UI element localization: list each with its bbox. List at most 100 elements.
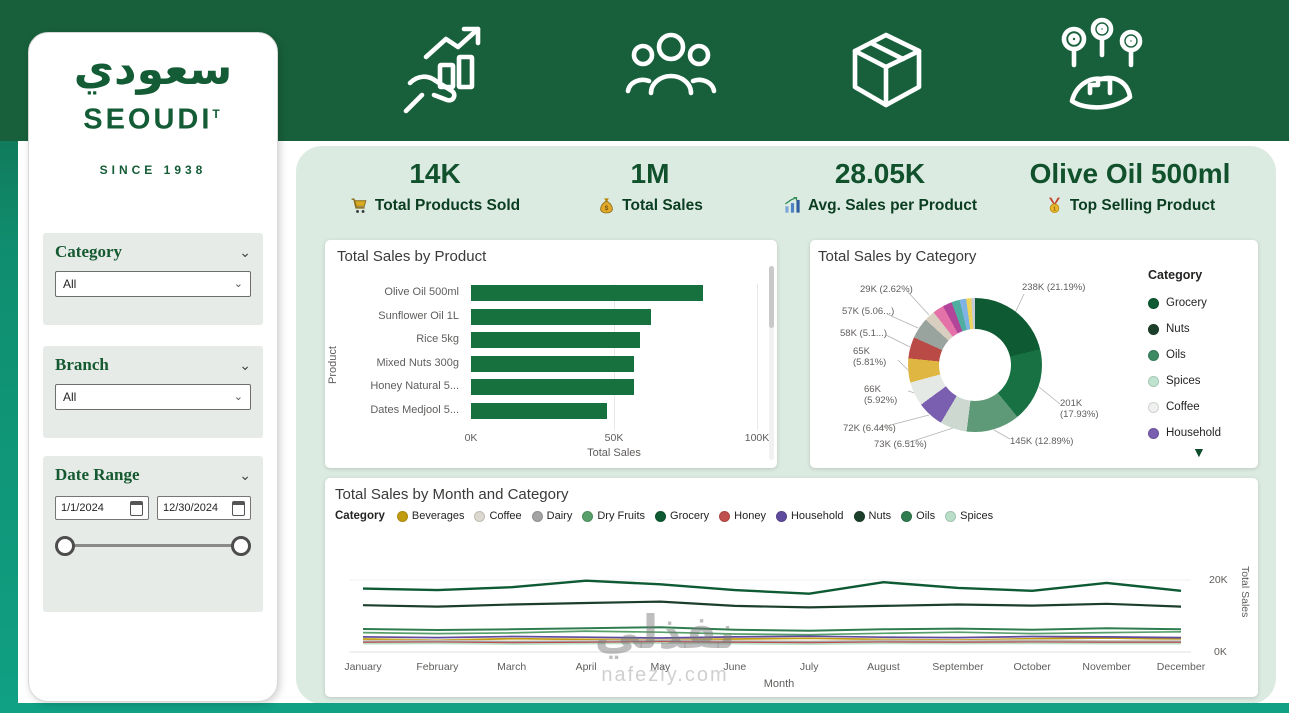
line-legend-item[interactable]: Oils <box>901 510 935 522</box>
line-legend-item[interactable]: Grocery <box>655 510 709 522</box>
bottom-accent-stripe <box>0 703 1289 713</box>
bar-category-labels: Olive Oil 500ml Sunflower Oil 1L Rice 5kg M… <box>333 284 465 434</box>
slider-handle-start[interactable] <box>55 536 75 556</box>
donut-legend-item[interactable]: Spices <box>1148 368 1252 394</box>
bar[interactable] <box>471 379 635 395</box>
donut-legend-item[interactable]: Household <box>1148 420 1252 446</box>
left-accent-stripe <box>0 0 18 713</box>
line-series-honey[interactable] <box>362 641 1181 644</box>
line-legend: Category Beverages Coffee Dairy Dry Fruits G… <box>335 510 993 522</box>
slice-label: 29K (2.62%) <box>860 284 913 295</box>
donut-legend-item[interactable]: Nuts <box>1148 316 1252 342</box>
x-axis-month-label: November <box>1082 661 1131 673</box>
line-legend-item[interactable]: Honey <box>719 510 766 522</box>
category-dropdown-value: All <box>63 277 77 291</box>
bar-x-tick-label: 100K <box>744 432 770 444</box>
line-legend-item[interactable]: Beverages <box>396 510 465 522</box>
line-legend-item[interactable]: Household <box>775 510 844 522</box>
bar-chart-title: Total Sales by Product <box>337 248 487 265</box>
line-series-dairy[interactable] <box>362 639 1181 643</box>
brand-name: SEOUDIT <box>29 97 277 137</box>
legend-label: Grocery <box>670 510 710 522</box>
x-axis-month-label: January <box>344 661 382 673</box>
package-icon <box>831 12 941 128</box>
x-axis-month-label: April <box>576 661 597 673</box>
line-series-beverages[interactable] <box>362 637 1182 641</box>
line-series-spices[interactable] <box>362 642 1181 645</box>
donut[interactable] <box>908 298 1042 432</box>
kpi-label: Avg. Sales per Product <box>807 196 978 214</box>
slice-label: 57K (5.06...) <box>842 306 895 317</box>
line-legend-title: Category <box>335 510 385 522</box>
brand-tagline: SINCE 1938 <box>99 162 207 177</box>
chevron-down-icon[interactable]: ⌄ <box>239 357 251 373</box>
bar[interactable] <box>471 308 652 325</box>
bar-category-label: Mixed Nuts 300g <box>376 356 459 369</box>
line-legend-item[interactable]: Dry Fruits <box>582 510 645 522</box>
chevron-down-icon[interactable]: ⌄ <box>239 244 251 260</box>
category-dropdown[interactable]: All ⌄ <box>55 271 251 297</box>
slice-label: 72K (6.44%) <box>843 423 896 434</box>
money-bag-icon: $ <box>600 198 613 214</box>
slice-label: 145K (12.89%) <box>1010 436 1074 447</box>
line-series-nuts[interactable] <box>362 600 1182 609</box>
branches-map-icon <box>1046 12 1156 128</box>
x-axis-month-label: July <box>800 661 819 673</box>
line-legend-item[interactable]: Spices <box>945 510 993 522</box>
line-series-oils[interactable] <box>362 626 1182 632</box>
kpi-value: 28.05K <box>834 158 926 189</box>
branch-dropdown[interactable]: All ⌄ <box>55 384 251 410</box>
bar[interactable] <box>471 402 607 419</box>
slice-label: 58K (5.1...) <box>840 328 887 339</box>
bar-category-label: Rice 5kg <box>416 333 459 345</box>
chevron-down-icon: ⌄ <box>233 278 243 290</box>
legend-dot <box>853 510 865 522</box>
donut-legend-item[interactable]: Oils <box>1148 342 1252 368</box>
donut-legend-item[interactable]: Grocery <box>1148 290 1252 316</box>
chevron-down-icon[interactable]: ⌄ <box>239 467 251 483</box>
date-range-slider[interactable] <box>55 536 251 556</box>
donut-chart-card: Total Sales by Category 238K (21.19%) 20… <box>810 240 1258 468</box>
legend-dot <box>655 510 667 522</box>
customers-icon <box>616 12 726 128</box>
line-series-household[interactable] <box>362 635 1182 639</box>
scrollbar-thumb[interactable] <box>769 266 774 328</box>
legend-dot <box>531 510 543 522</box>
legend-dot <box>945 510 957 522</box>
sales-growth-icon <box>396 12 506 128</box>
calendar-icon <box>130 500 143 516</box>
date-end-input[interactable]: 12/30/2024 <box>157 496 251 520</box>
kpi-value: 1M <box>630 158 670 189</box>
legend-scroll-down-icon[interactable]: ▼ <box>1192 444 1206 460</box>
bar[interactable] <box>471 332 640 348</box>
svg-text:1: 1 <box>1053 207 1056 213</box>
kpi-avg-sales-per-product: 28.05K Avg. Sales per Product <box>755 158 1005 215</box>
line-legend-item[interactable]: Dairy <box>531 510 572 522</box>
donut-legend: Category Grocery Nuts Oils Spices Coffee Hous… <box>1148 268 1252 446</box>
legend-label: Beverages <box>411 510 465 522</box>
kpi-label: Total Products Sold <box>374 196 521 214</box>
category-slicer-title: Category <box>55 242 123 261</box>
line-plot: January February March April May June July Augu… <box>339 558 1229 688</box>
kpi-top-selling-product: Olive Oil 500ml 1 Top Selling Product <box>985 158 1275 215</box>
kpi-label: Top Selling Product <box>1069 196 1216 214</box>
date-start-input[interactable]: 1/1/2024 <box>55 496 149 520</box>
branch-slicer: Branch ⌄ All ⌄ <box>43 346 263 438</box>
legend-dot <box>1148 401 1159 413</box>
scrollbar[interactable] <box>769 266 774 460</box>
slice-label: 201K (17.93%) <box>1060 398 1099 420</box>
bar[interactable] <box>471 355 635 372</box>
bar-plot <box>471 284 758 430</box>
line-series-grocery[interactable] <box>362 579 1182 595</box>
line-legend-item[interactable]: Nuts <box>853 510 891 522</box>
slider-handle-end[interactable] <box>231 536 251 556</box>
line-legend-item[interactable]: Coffee <box>474 510 522 522</box>
slice-label: 238K (21.19%) <box>1022 282 1086 293</box>
x-axis-month-label: September <box>932 661 984 673</box>
legend-label: Coffee <box>1166 401 1200 413</box>
sidebar: سعودي SEOUDIT SINCE 1938 Category ⌄ All … <box>28 32 278 702</box>
donut-legend-item[interactable]: Coffee <box>1148 394 1252 420</box>
date-range-slicer-title: Date Range <box>55 465 140 484</box>
bar[interactable] <box>471 285 703 301</box>
line-series-dry-fruits[interactable] <box>362 630 1182 636</box>
